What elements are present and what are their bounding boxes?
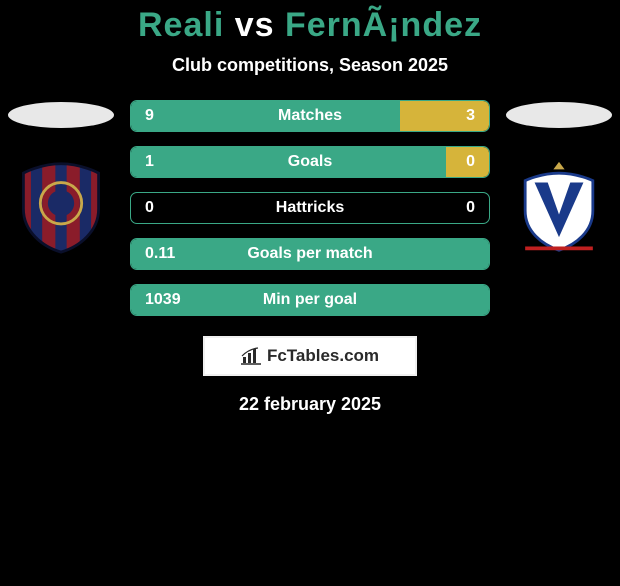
- velez-shield-icon: [512, 160, 606, 254]
- stat-left-value: 9: [145, 107, 154, 125]
- stat-label: Hattricks: [276, 199, 344, 217]
- stat-label: Goals per match: [247, 245, 372, 263]
- stat-label: Matches: [278, 107, 342, 125]
- middle-section: 9 Matches 3 1 Goals 0 0 Hattricks 0 0.11 Goals per…: [0, 100, 620, 316]
- stat-row: 9 Matches 3: [130, 100, 490, 132]
- player1-name: Reali: [138, 6, 224, 44]
- stat-fill-right: [400, 101, 490, 131]
- stat-left-value: 0.11: [145, 245, 175, 263]
- subtitle: Club competitions, Season 2025: [0, 55, 620, 76]
- comparison-card: Reali vs FernÃ¡ndez Club competitions, S…: [0, 6, 620, 415]
- stat-row: 1 Goals 0: [130, 146, 490, 178]
- stat-row: 1039 Min per goal: [130, 284, 490, 316]
- bar-chart-icon: [241, 347, 261, 365]
- watermark-text: FcTables.com: [267, 346, 379, 366]
- stat-right-value: 0: [466, 153, 475, 171]
- san-lorenzo-shield-icon: [14, 160, 108, 254]
- left-column: [6, 100, 116, 254]
- stats-column: 9 Matches 3 1 Goals 0 0 Hattricks 0 0.11 Goals per…: [130, 100, 490, 316]
- vs-text: vs: [235, 6, 275, 44]
- stat-left-value: 1: [145, 153, 154, 171]
- stat-right-value: 0: [466, 199, 475, 217]
- club-logo-left: [14, 160, 108, 254]
- watermark: FcTables.com: [203, 336, 417, 376]
- right-column: [504, 100, 614, 254]
- stat-label: Goals: [288, 153, 332, 171]
- stat-left-value: 1039: [145, 291, 181, 309]
- stat-fill-left: [131, 101, 400, 131]
- stat-right-value: 3: [466, 107, 475, 125]
- player2-photo-placeholder: [506, 102, 612, 128]
- stat-row: 0.11 Goals per match: [130, 238, 490, 270]
- club-logo-right: [512, 160, 606, 254]
- date: 22 february 2025: [0, 394, 620, 415]
- player1-photo-placeholder: [8, 102, 114, 128]
- page-title: Reali vs FernÃ¡ndez: [0, 6, 620, 45]
- stat-row: 0 Hattricks 0: [130, 192, 490, 224]
- player2-name: FernÃ¡ndez: [285, 6, 482, 44]
- stat-left-value: 0: [145, 199, 154, 217]
- stat-label: Min per goal: [263, 291, 357, 309]
